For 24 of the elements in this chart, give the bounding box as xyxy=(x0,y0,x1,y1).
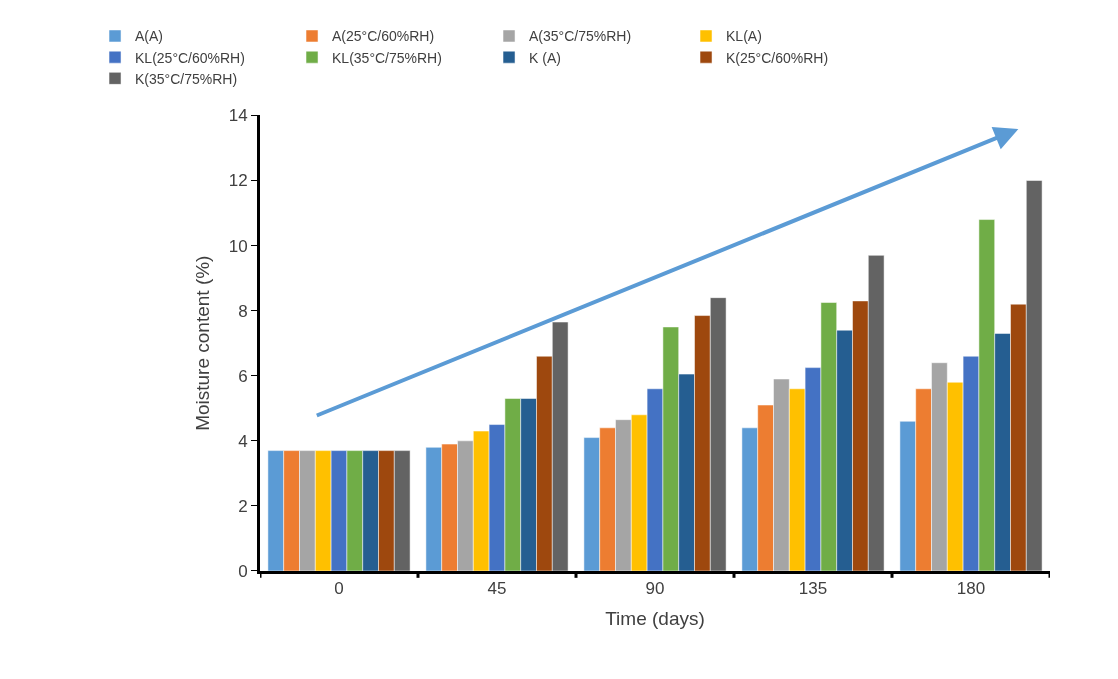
y-tick-label: 8 xyxy=(238,301,248,321)
y-tick-label: 10 xyxy=(228,236,248,256)
legend-label: K(35°C/75%RH) xyxy=(135,70,238,87)
x-tick-label: 0 xyxy=(334,579,344,599)
y-tick-label: 2 xyxy=(238,496,248,516)
y-tick-label: 14 xyxy=(228,106,248,126)
x-tick-label: 180 xyxy=(956,579,986,599)
legend-label: A(35°C/75%RH) xyxy=(529,28,632,45)
x-tick-label: 45 xyxy=(487,579,507,599)
y-tick-label: 6 xyxy=(238,366,248,386)
legend-label: K(25°C/60%RH) xyxy=(726,49,829,66)
legend-label: KL(25°C/60%RH) xyxy=(135,49,245,66)
legend-label: KL(A) xyxy=(726,28,762,45)
y-tick-label: 12 xyxy=(228,171,248,191)
legend-label: KL(35°C/75%RH) xyxy=(332,49,442,66)
x-tick-label: 135 xyxy=(798,579,828,599)
x-tick-label: 90 xyxy=(645,579,665,599)
y-tick-label: 0 xyxy=(238,561,248,581)
legend-label: A(A) xyxy=(135,28,164,45)
x-axis-title: Time (days) xyxy=(605,608,705,630)
legend-label: A(25°C/60%RH) xyxy=(332,28,435,45)
y-tick-label: 4 xyxy=(238,431,248,451)
y-axis-title: Moisture content (%) xyxy=(191,255,213,431)
legend-label: K (A) xyxy=(529,49,561,66)
